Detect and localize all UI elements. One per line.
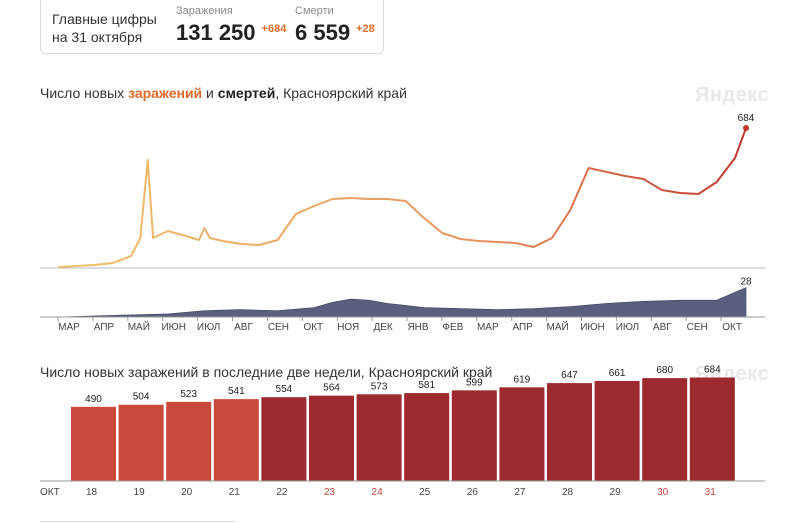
bar-value-label: 564 — [323, 383, 340, 394]
bar-value-label: 684 — [704, 365, 721, 376]
chart1-title: Число новых заражений и смертей, Красноя… — [40, 85, 407, 101]
x-tick-label: ИЮН — [161, 322, 186, 333]
bar — [71, 406, 116, 481]
chart1-title-cases: заражений — [128, 85, 203, 101]
bar-category-label: 24 — [372, 487, 384, 498]
bar-value-label: 647 — [561, 370, 578, 381]
cases-stat: Заражения 131 250 +684 — [176, 5, 286, 46]
x-tick-label: АПР — [94, 322, 115, 333]
bar-category-label: 21 — [229, 487, 241, 498]
x-tick-label: ФЕВ — [442, 322, 463, 333]
bar — [547, 383, 592, 481]
bar-category-label: 26 — [467, 487, 479, 498]
bar — [499, 387, 545, 481]
bar-category-label: 31 — [705, 487, 717, 498]
cases-value: 131 250 — [176, 20, 256, 45]
x-tick-label: ДЕК — [373, 322, 392, 333]
bar-category-label: 18 — [86, 487, 98, 498]
deaths-delta: +28 — [356, 23, 375, 35]
cases-delta: +684 — [261, 23, 287, 35]
chart1-title-prefix: Число новых — [40, 85, 129, 101]
summary-heading: Главные цифры на 31 октября — [52, 11, 157, 45]
x-tick-label: МАР — [58, 322, 80, 333]
bar — [309, 395, 354, 481]
bar-value-label: 523 — [180, 389, 197, 400]
x-tick-label: МАР — [477, 322, 499, 333]
bar-category-label: 20 — [181, 487, 193, 498]
x-tick-label: ОКТ — [722, 322, 742, 333]
deaths-series-area — [57, 287, 747, 318]
deaths-value-row: 6 559 +28 — [295, 20, 375, 46]
bar-value-label: 573 — [371, 381, 388, 392]
bar-category-label: 27 — [514, 487, 526, 498]
bar — [261, 397, 307, 481]
bar — [213, 399, 259, 481]
bar-value-label: 541 — [228, 386, 245, 397]
x-tick-label: ИЮЛ — [616, 322, 639, 333]
bar-value-label: 619 — [514, 374, 531, 385]
bar-value-label: 504 — [133, 392, 150, 403]
bar — [451, 390, 497, 481]
x-tick-label: МАЙ — [547, 320, 569, 333]
cases-series-line — [57, 127, 747, 268]
chart2-title: Число новых заражений в последние две не… — [40, 364, 493, 380]
deaths-label: Смерти — [295, 5, 334, 17]
bar-category-label: 23 — [324, 487, 336, 498]
x-tick-label: АВГ — [653, 322, 672, 333]
cases-last-point — [743, 125, 749, 131]
bar-value-label: 554 — [276, 384, 293, 395]
bar — [689, 377, 735, 481]
bar-value-label: 599 — [466, 377, 483, 388]
x-tick-label: НОЯ — [337, 322, 359, 333]
deaths-end-label: 28 — [740, 277, 752, 288]
chart1-title-mid: и — [202, 85, 218, 101]
bar-category-label: 30 — [657, 487, 669, 498]
bar-category-label: 28 — [562, 487, 574, 498]
bar-category-label: 29 — [610, 487, 622, 498]
bar — [356, 394, 402, 481]
bar-category-label: 25 — [419, 487, 431, 498]
cases-value-row: 131 250 +684 — [176, 20, 286, 46]
bar-value-label: 581 — [418, 380, 435, 391]
x-tick-label: ИЮЛ — [197, 322, 220, 333]
x-tick-label: АПР — [512, 322, 533, 333]
x-tick-label: СЕН — [268, 322, 289, 333]
divider — [40, 521, 236, 522]
bar — [166, 401, 212, 481]
bar-value-label: 490 — [85, 394, 102, 405]
cases-label: Заражения — [176, 5, 233, 17]
yandex-logo: Яндекс — [695, 84, 770, 106]
bar-axis-month-label: ОКТ — [40, 487, 60, 498]
deaths-stat: Смерти 6 559 +28 — [295, 5, 375, 46]
bar-value-label: 661 — [609, 368, 626, 379]
cases-end-label: 684 — [738, 113, 755, 124]
x-tick-label: ЯНВ — [407, 322, 428, 333]
bar-category-label: 22 — [276, 487, 288, 498]
chart1-title-suffix: , Красноярский край — [275, 85, 407, 101]
chart1-title-deaths: смертей — [217, 85, 276, 101]
summary-card: Главные цифры на 31 октября Заражения 13… — [40, 0, 384, 54]
bar — [642, 378, 688, 481]
x-tick-label: АВГ — [234, 322, 253, 333]
x-tick-label: ОКТ — [303, 322, 323, 333]
bar — [594, 380, 640, 481]
x-tick-label: СЕН — [687, 322, 708, 333]
x-tick-label: МАЙ — [128, 320, 150, 333]
bar — [404, 393, 450, 481]
deaths-value: 6 559 — [295, 20, 351, 45]
bar-value-label: 680 — [656, 365, 673, 376]
x-tick-label: ИЮН — [580, 322, 605, 333]
bar-category-label: 19 — [134, 487, 146, 498]
bar — [118, 404, 164, 481]
